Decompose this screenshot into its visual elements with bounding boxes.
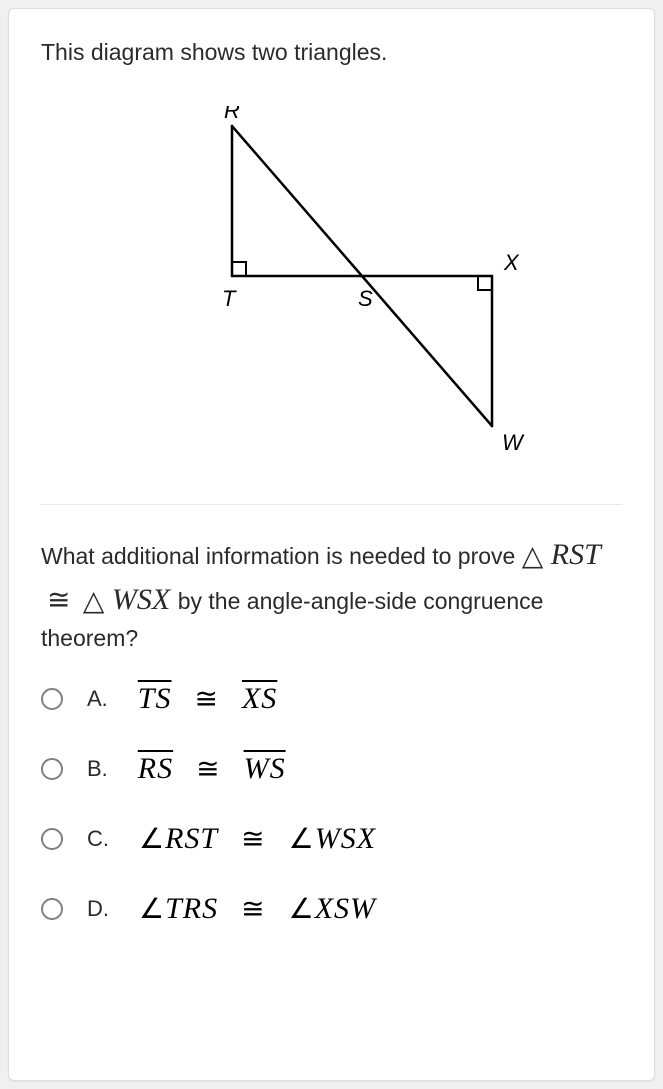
question-card: This diagram shows two triangles. RTSXW … xyxy=(8,8,655,1081)
expr-triangle-rst: △ RST xyxy=(522,538,601,571)
option-expression: ∠TRS ≅ ∠XSW xyxy=(139,892,376,926)
radio-button[interactable] xyxy=(41,828,63,850)
option-d[interactable]: D. ∠TRS ≅ ∠XSW xyxy=(41,892,622,926)
svg-text:T: T xyxy=(222,286,237,311)
option-a[interactable]: A. TS ≅ XS xyxy=(41,682,622,716)
options-list: A. TS ≅ XS B. RS ≅ WS C. ∠RST ≅ ∠WSX D. ∠TRS ≅ … xyxy=(41,682,622,926)
svg-text:S: S xyxy=(358,286,373,311)
intro-text: This diagram shows two triangles. xyxy=(41,39,622,66)
option-letter: B. xyxy=(87,756,108,782)
svg-text:W: W xyxy=(502,430,525,455)
expr-triangle-wsx: △ WSX xyxy=(83,583,178,616)
option-letter: A. xyxy=(87,686,108,712)
question-pre: What additional information is needed to… xyxy=(41,543,522,569)
option-expression: RS ≅ WS xyxy=(138,752,286,786)
triangle-diagram: R T S X W xyxy=(122,106,542,466)
question-text: What additional information is needed to… xyxy=(41,533,622,656)
option-letter: C. xyxy=(87,826,109,852)
option-c[interactable]: C. ∠RST ≅ ∠WSX xyxy=(41,822,622,856)
svg-text:X: X xyxy=(503,250,520,275)
radio-button[interactable] xyxy=(41,688,63,710)
diagram-container: R T S X W xyxy=(41,86,622,496)
option-b[interactable]: B. RS ≅ WS xyxy=(41,752,622,786)
option-letter: D. xyxy=(87,896,109,922)
option-expression: ∠RST ≅ ∠WSX xyxy=(139,822,376,856)
svg-text:R: R xyxy=(224,106,240,123)
option-expression: TS ≅ XS xyxy=(138,682,277,716)
separator xyxy=(41,504,622,505)
congruent-symbol: ≅ xyxy=(41,585,76,616)
radio-button[interactable] xyxy=(41,758,63,780)
radio-button[interactable] xyxy=(41,898,63,920)
